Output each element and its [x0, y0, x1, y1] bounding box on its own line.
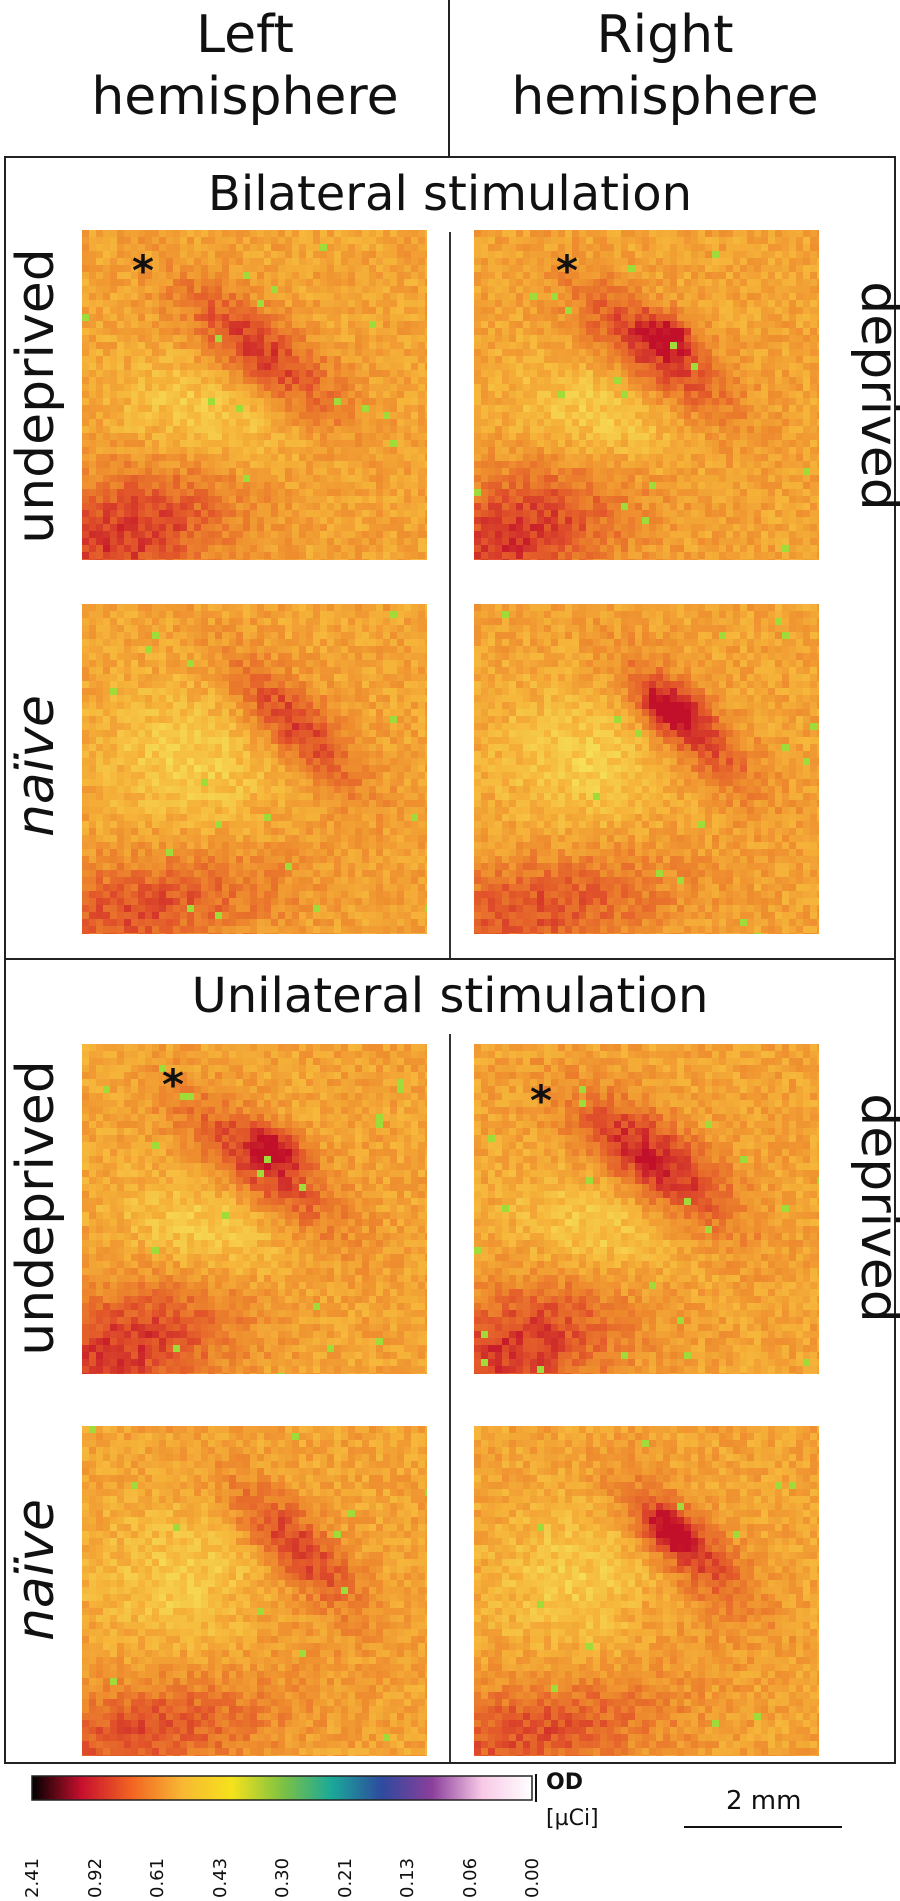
colorbar-tick-label: 0.06 [459, 1857, 481, 1898]
colorbar-tick-label: 2.41 [22, 1857, 43, 1898]
heatmap-image [474, 230, 819, 560]
heatmap-image [474, 1426, 819, 1756]
scale-bar [684, 1826, 842, 1828]
heatmap-image [474, 1044, 819, 1374]
section-title: Bilateral stimulation [207, 166, 693, 222]
unilateral-section: Unilateral stimulation undeprived depriv… [4, 958, 900, 1764]
row-label-undeprived: undeprived [6, 248, 66, 544]
heatmap-panel [82, 604, 427, 934]
od-label: OD [546, 1770, 583, 1795]
colorbar-tick-label: 0.30 [272, 1857, 293, 1898]
row-label-undeprived: undeprived [6, 1060, 66, 1356]
heatmap-image [82, 604, 427, 934]
heatmap-image [82, 230, 427, 560]
colorbar-tick-label: 0.43 [209, 1857, 231, 1898]
unit-label: [µCi] [546, 1806, 599, 1831]
row-label-naive: naïve [6, 694, 66, 838]
colorbar [30, 1774, 538, 1808]
heatmap-panel [82, 1044, 427, 1374]
row-label-naive: naïve [6, 1498, 66, 1642]
section-divider [449, 232, 451, 958]
colorbar-tick-label: 0.13 [397, 1857, 418, 1898]
heatmap-image [82, 1044, 427, 1374]
asterisk-marker: * [556, 246, 578, 295]
heatmap-panel [474, 1426, 819, 1756]
row-label-deprived: deprived [849, 1093, 900, 1323]
left-hemisphere-header: Left hemisphere [91, 5, 399, 127]
colorbar-tick-label: 0.92 [84, 1857, 106, 1898]
right-hemisphere-header: Right hemisphere [511, 5, 819, 127]
heatmap-panel [82, 1426, 427, 1756]
asterisk-marker: * [162, 1060, 184, 1109]
heatmap-panel [474, 230, 819, 560]
colorbar-tick-label: 0.61 [147, 1857, 168, 1898]
heatmap-image [474, 604, 819, 934]
heatmap-image [82, 1426, 427, 1756]
colorbar-tick-label: 0.21 [334, 1857, 356, 1898]
bilateral-section: Bilateral stimulation undeprived deprive… [4, 156, 900, 960]
colorbar-gradient [31, 1774, 537, 1802]
section-divider [449, 1034, 451, 1762]
heatmap-panel [474, 604, 819, 934]
heatmap-panel [474, 1044, 819, 1374]
scale-bar-label: 2 mm [726, 1786, 802, 1816]
asterisk-marker: * [530, 1076, 552, 1125]
row-label-deprived: deprived [849, 281, 900, 511]
asterisk-marker: * [132, 246, 154, 295]
header-divider [448, 0, 450, 156]
section-title: Unilateral stimulation [191, 968, 709, 1024]
heatmap-panel [82, 230, 427, 560]
colorbar-tick-label: 0.00 [522, 1857, 543, 1898]
